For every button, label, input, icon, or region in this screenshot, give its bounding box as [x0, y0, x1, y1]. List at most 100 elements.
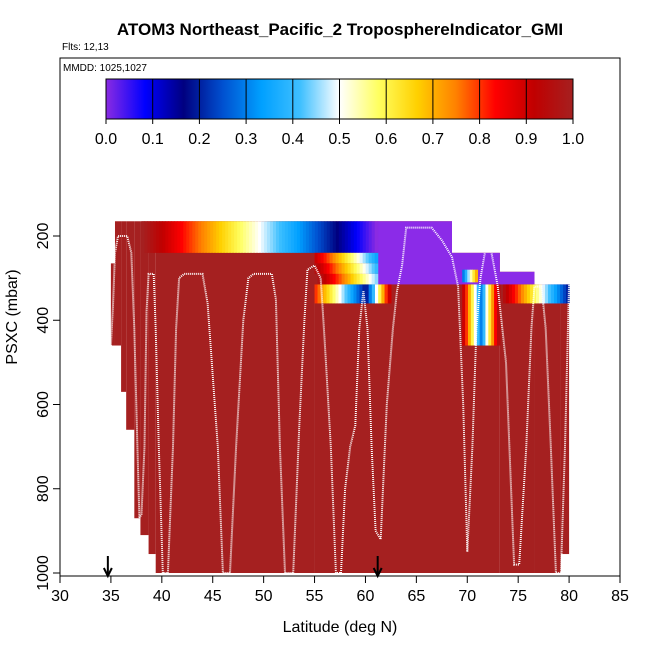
- data-column: [534, 284, 561, 573]
- gradient-cell: [296, 221, 301, 253]
- gradient-cell: [332, 221, 337, 253]
- gradient-cell: [150, 221, 155, 253]
- gradient-cell: [371, 252, 376, 264]
- gradient-cell: [554, 284, 558, 304]
- gradient-cell: [362, 221, 367, 253]
- gradient-cell: [252, 221, 256, 253]
- gradient-cell: [344, 252, 349, 264]
- gradient-cell: [332, 273, 337, 285]
- gradient-cell: [168, 221, 172, 253]
- x-tick-label: 60: [357, 588, 375, 605]
- gradient-cell: [326, 252, 331, 264]
- gradient-cell: [293, 221, 298, 253]
- colorbar-ticks: 0.0 0.1 0.2 0.3 0.4 0.5 0.6 0.7 0.8 0.9 1.0: [95, 79, 584, 148]
- gradient-cell: [365, 284, 370, 304]
- gradient-cell: [326, 284, 331, 304]
- gradient-cell: [332, 252, 337, 264]
- gradient-cell: [365, 252, 370, 264]
- gradient-cell: [335, 263, 340, 274]
- gradient-cell: [320, 273, 325, 285]
- gradient-cell: [329, 284, 334, 304]
- gradient-cell: [545, 284, 549, 304]
- gradient-cell: [378, 284, 382, 304]
- gradient-cell: [153, 221, 158, 253]
- gradient-cell: [539, 284, 543, 304]
- gradient-cell: [468, 284, 472, 346]
- x-axis-label: Latitude (deg N): [283, 619, 398, 636]
- gradient-cell: [201, 221, 205, 253]
- gradient-cell: [462, 269, 466, 283]
- gradient-cell: [523, 284, 528, 304]
- gradient-cell: [347, 252, 352, 264]
- colorbar-tick-label: 0.8: [468, 131, 490, 148]
- data-layer: [110, 221, 570, 573]
- gradient-cell: [526, 284, 531, 304]
- gradient-cell: [347, 263, 352, 274]
- gradient-cell: [326, 263, 331, 274]
- chart-title: ATOM3 Northeast_Pacific_2 TroposphereInd…: [117, 20, 563, 39]
- gradient-cell: [335, 221, 340, 253]
- colorbar: 0.0 0.1 0.2 0.3 0.4 0.5 0.6 0.7 0.8 0.9 1.0: [95, 78, 584, 148]
- gradient-cell: [374, 252, 379, 264]
- gradient-cell: [350, 263, 355, 274]
- x-tick-label: 85: [611, 588, 629, 605]
- gradient-cell: [548, 284, 552, 304]
- gradient-cell: [335, 252, 340, 264]
- gradient-cell: [335, 284, 340, 304]
- gradient-cell: [177, 221, 181, 253]
- gradient-cell: [517, 284, 522, 304]
- gradient-cell: [508, 284, 513, 304]
- gradient-cell: [566, 284, 570, 304]
- gradient-cell: [368, 263, 373, 274]
- data-column: [148, 221, 156, 555]
- gradient-cell: [502, 284, 507, 304]
- gradient-cell: [231, 221, 235, 253]
- gradient-cell: [529, 284, 534, 304]
- data-column: [140, 221, 149, 536]
- gradient-cell: [213, 221, 217, 253]
- gradient-cell: [350, 284, 355, 304]
- gradient-cell: [338, 263, 343, 274]
- gradient-cell: [335, 273, 340, 285]
- gradient-cell: [246, 221, 250, 253]
- gradient-cell: [329, 263, 334, 274]
- gradient-cell: [374, 273, 379, 285]
- gradient-cell: [225, 221, 229, 253]
- gradient-cell: [557, 284, 561, 304]
- data-column: [499, 271, 535, 573]
- gradient-cell: [326, 221, 331, 253]
- gradient-cell: [362, 263, 367, 274]
- gradient-cell: [317, 221, 322, 253]
- x-tick-label: 80: [560, 588, 578, 605]
- gradient-cell: [147, 221, 152, 253]
- gradient-cell: [261, 221, 265, 253]
- gradient-cell: [356, 284, 361, 304]
- gradient-cell: [374, 263, 379, 274]
- gradient-cell: [551, 284, 555, 304]
- gradient-cell: [371, 263, 376, 274]
- mmdd-label: MMDD: 1025,1027: [63, 63, 147, 74]
- gradient-cell: [488, 284, 492, 346]
- gradient-cell: [320, 263, 325, 274]
- gradient-cell: [278, 221, 283, 253]
- gradient-cell: [249, 221, 253, 253]
- gradient-cell: [210, 221, 214, 253]
- gradient-cell: [368, 273, 373, 285]
- gradient-cell: [462, 284, 466, 346]
- gradient-cell: [281, 221, 286, 253]
- gradient-cell: [302, 221, 307, 253]
- gradient-cell: [273, 221, 277, 253]
- gradient-cell: [174, 221, 178, 253]
- gradient-cell: [317, 284, 322, 304]
- colorbar-tick-label: 0.2: [188, 131, 210, 148]
- gradient-cell: [520, 284, 525, 304]
- gradient-cell: [344, 284, 349, 304]
- gradient-cell: [267, 221, 271, 253]
- gradient-cell: [329, 221, 334, 253]
- data-column: [121, 221, 127, 392]
- gradient-cell: [371, 284, 376, 304]
- gradient-cell: [473, 284, 478, 346]
- gradient-cell: [329, 273, 334, 285]
- x-tick-label: 35: [102, 588, 120, 605]
- gradient-cell: [311, 221, 316, 253]
